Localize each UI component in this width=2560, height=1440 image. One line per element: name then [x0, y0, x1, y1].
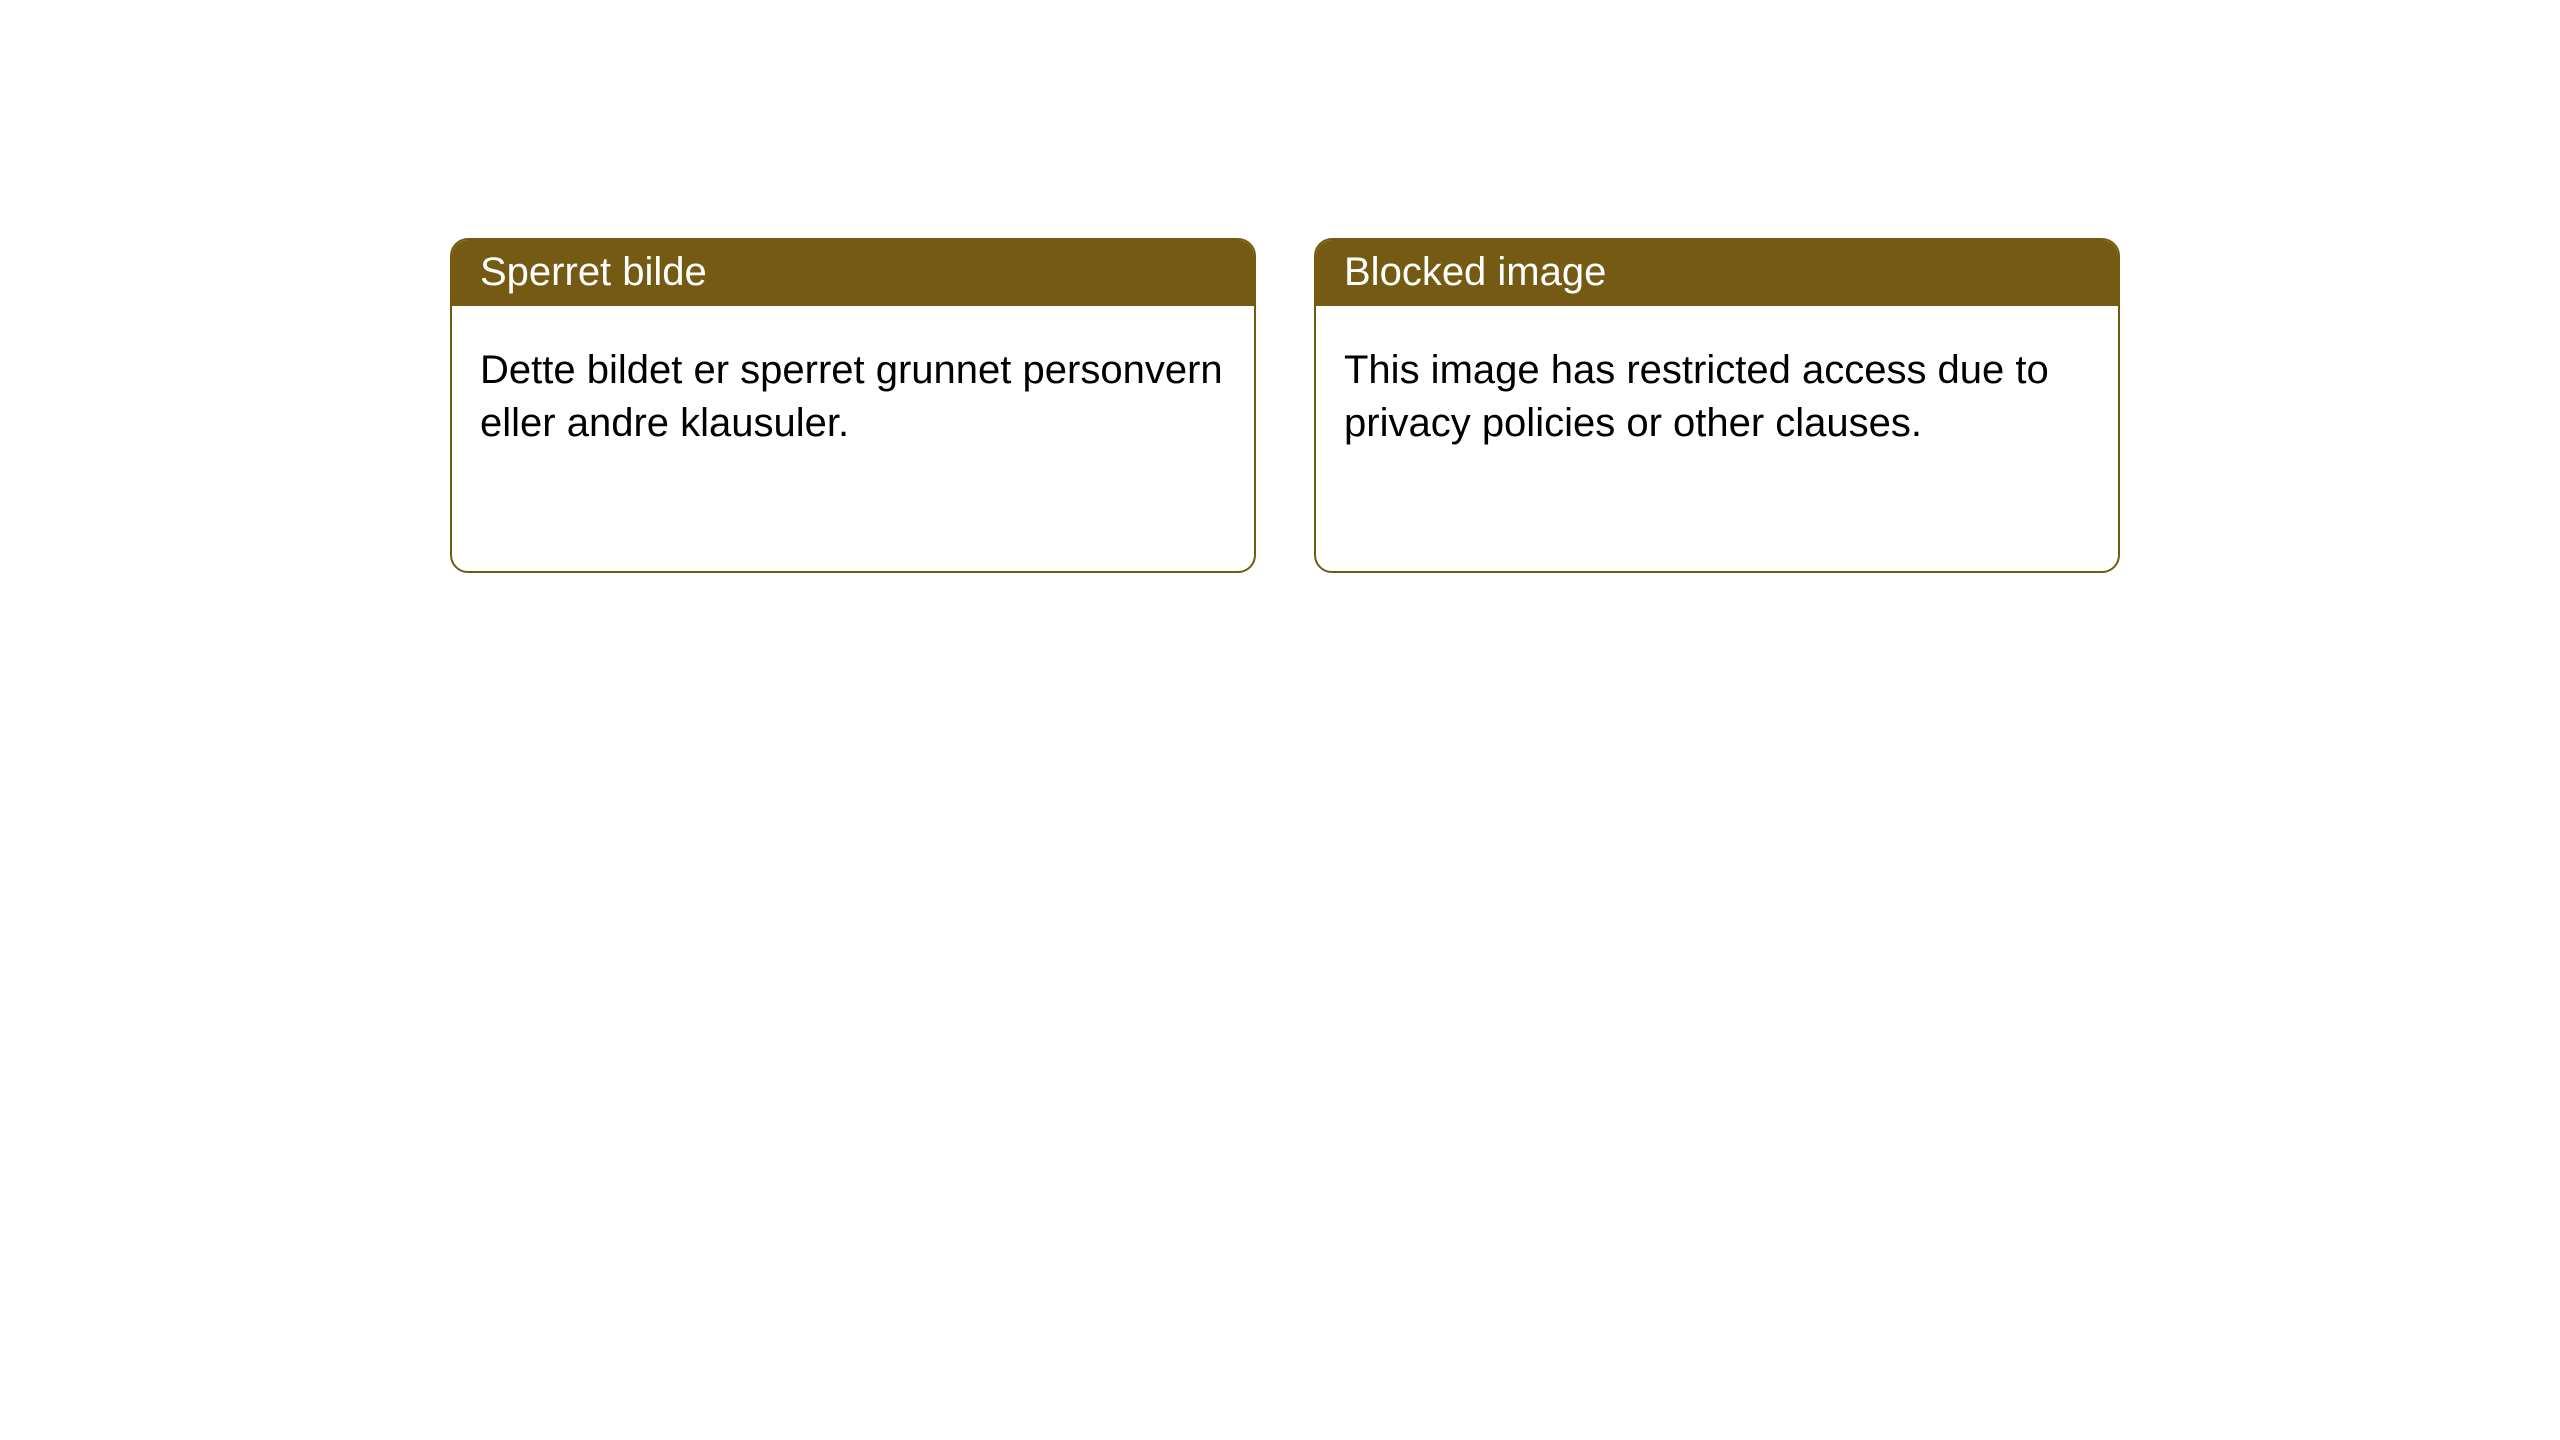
notice-header: Blocked image	[1316, 240, 2118, 306]
notice-card-english: Blocked image This image has restricted …	[1314, 238, 2120, 573]
notice-body: Dette bildet er sperret grunnet personve…	[452, 306, 1254, 478]
notice-header: Sperret bilde	[452, 240, 1254, 306]
notice-card-norwegian: Sperret bilde Dette bildet er sperret gr…	[450, 238, 1256, 573]
notice-body: This image has restricted access due to …	[1316, 306, 2118, 478]
notice-container: Sperret bilde Dette bildet er sperret gr…	[0, 0, 2560, 573]
